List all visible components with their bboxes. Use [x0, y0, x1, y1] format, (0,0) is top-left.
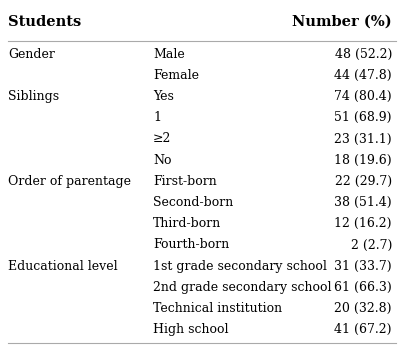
Text: 23 (31.1): 23 (31.1) — [334, 132, 392, 146]
Text: 22 (29.7): 22 (29.7) — [335, 175, 392, 188]
Text: First-born: First-born — [153, 175, 217, 188]
Text: Yes: Yes — [153, 90, 174, 103]
Text: Second-born: Second-born — [153, 196, 233, 209]
Text: Students: Students — [8, 15, 81, 28]
Text: Gender: Gender — [8, 48, 55, 61]
Text: 31 (33.7): 31 (33.7) — [334, 260, 392, 273]
Text: Educational level: Educational level — [8, 260, 118, 273]
Text: Male: Male — [153, 48, 185, 61]
Text: 12 (16.2): 12 (16.2) — [334, 217, 392, 230]
Text: No: No — [153, 154, 172, 167]
Text: 41 (67.2): 41 (67.2) — [334, 323, 392, 336]
Text: Siblings: Siblings — [8, 90, 59, 103]
Text: 1: 1 — [153, 111, 161, 124]
Text: ≥2: ≥2 — [153, 132, 171, 146]
Text: 20 (32.8): 20 (32.8) — [334, 302, 392, 315]
Text: 18 (19.6): 18 (19.6) — [334, 154, 392, 167]
Text: Technical institution: Technical institution — [153, 302, 282, 315]
Text: 61 (66.3): 61 (66.3) — [334, 281, 392, 294]
Text: Female: Female — [153, 69, 199, 82]
Text: Number (%): Number (%) — [292, 15, 392, 28]
Text: 1st grade secondary school: 1st grade secondary school — [153, 260, 327, 273]
Text: 44 (47.8): 44 (47.8) — [334, 69, 392, 82]
Text: 74 (80.4): 74 (80.4) — [334, 90, 392, 103]
Text: 2nd grade secondary school: 2nd grade secondary school — [153, 281, 332, 294]
Text: 51 (68.9): 51 (68.9) — [334, 111, 392, 124]
Text: High school: High school — [153, 323, 228, 336]
Text: Third-born: Third-born — [153, 217, 221, 230]
Text: 38 (51.4): 38 (51.4) — [334, 196, 392, 209]
Text: Fourth-born: Fourth-born — [153, 239, 229, 251]
Text: 48 (52.2): 48 (52.2) — [334, 48, 392, 61]
Text: 2 (2.7): 2 (2.7) — [350, 239, 392, 251]
Text: Order of parentage: Order of parentage — [8, 175, 131, 188]
